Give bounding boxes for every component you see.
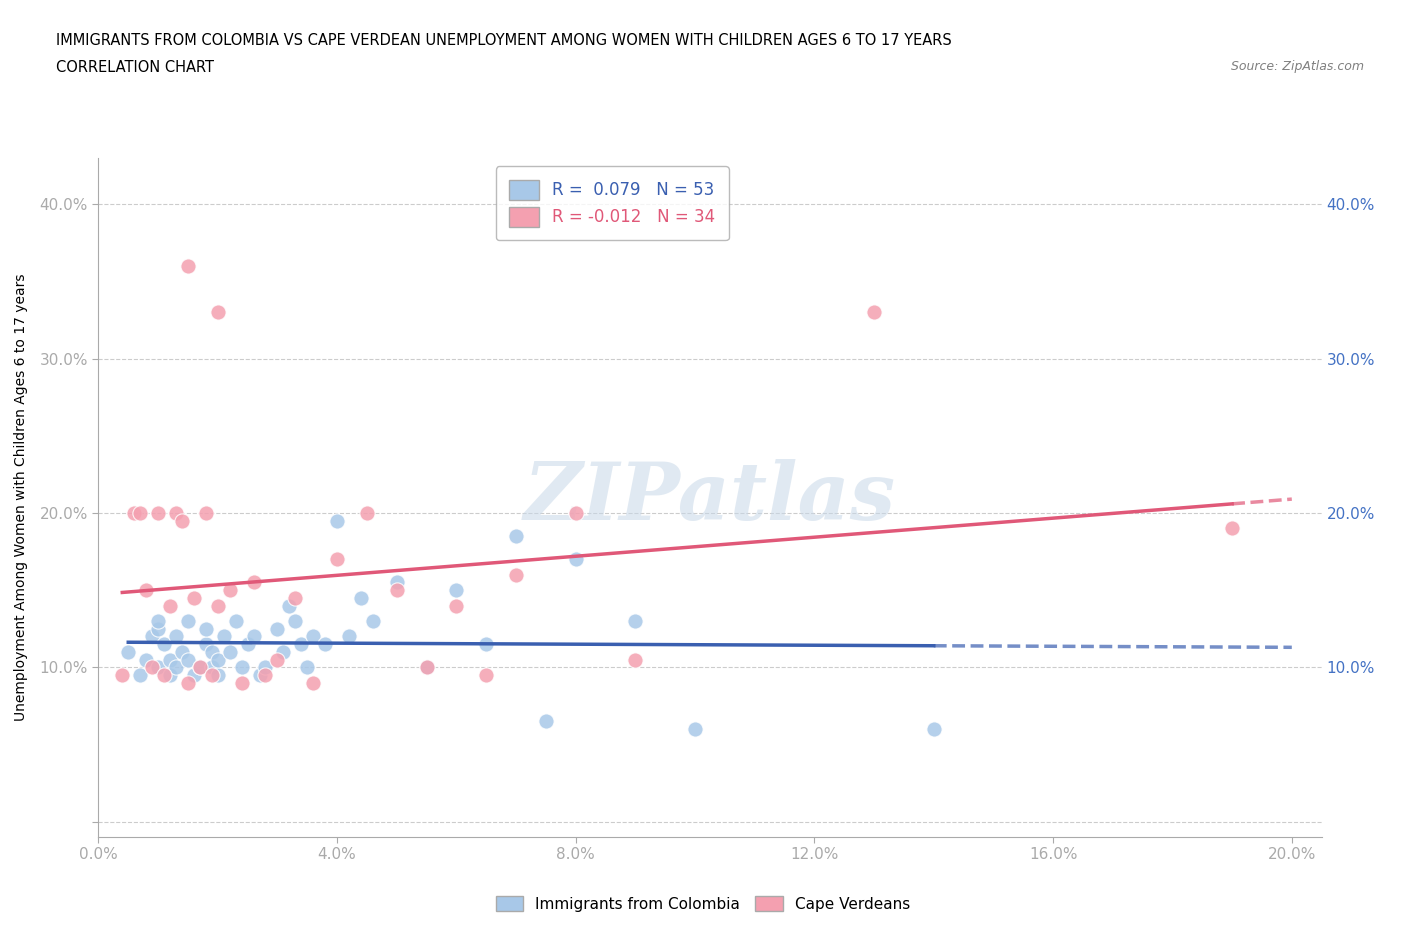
Point xyxy=(201,668,224,683)
Point xyxy=(207,305,229,320)
Point xyxy=(194,621,217,636)
Point xyxy=(254,668,277,683)
Point xyxy=(207,598,229,613)
Point xyxy=(177,675,200,690)
Point xyxy=(356,506,378,521)
Point xyxy=(201,644,224,659)
Point xyxy=(141,660,163,675)
Point xyxy=(194,506,217,521)
Point xyxy=(183,591,205,605)
Point xyxy=(446,598,468,613)
Point xyxy=(165,660,187,675)
Point xyxy=(385,575,408,590)
Point xyxy=(683,722,706,737)
Point xyxy=(302,675,325,690)
Point xyxy=(565,506,588,521)
Point xyxy=(188,660,211,675)
Text: Source: ZipAtlas.com: Source: ZipAtlas.com xyxy=(1230,60,1364,73)
Point xyxy=(284,614,307,629)
Point xyxy=(242,575,264,590)
Point xyxy=(446,583,468,598)
Text: IMMIGRANTS FROM COLOMBIA VS CAPE VERDEAN UNEMPLOYMENT AMONG WOMEN WITH CHILDREN : IMMIGRANTS FROM COLOMBIA VS CAPE VERDEAN… xyxy=(56,33,952,47)
Point xyxy=(505,528,527,543)
Point xyxy=(624,614,647,629)
Point xyxy=(350,591,373,605)
Point xyxy=(117,644,139,659)
Point xyxy=(177,652,200,667)
Y-axis label: Unemployment Among Women with Children Ages 6 to 17 years: Unemployment Among Women with Children A… xyxy=(14,273,28,722)
Point xyxy=(170,513,193,528)
Point xyxy=(188,660,211,675)
Point xyxy=(165,506,187,521)
Point xyxy=(165,629,187,644)
Point xyxy=(212,629,235,644)
Point xyxy=(207,668,229,683)
Point xyxy=(135,652,157,667)
Point xyxy=(475,668,498,683)
Point xyxy=(290,637,312,652)
Point xyxy=(565,551,588,566)
Point xyxy=(183,668,205,683)
Point xyxy=(225,614,247,629)
Point xyxy=(302,629,325,644)
Point xyxy=(159,668,181,683)
Point xyxy=(231,675,253,690)
Text: ZIPatlas: ZIPatlas xyxy=(524,458,896,537)
Point xyxy=(922,722,945,737)
Point xyxy=(159,598,181,613)
Point xyxy=(505,567,527,582)
Point xyxy=(361,614,384,629)
Point xyxy=(122,506,145,521)
Point xyxy=(135,583,157,598)
Point xyxy=(146,660,169,675)
Point xyxy=(146,506,169,521)
Point xyxy=(141,629,163,644)
Point xyxy=(159,652,181,667)
Point xyxy=(415,660,437,675)
Point xyxy=(863,305,886,320)
Point xyxy=(236,637,259,652)
Point xyxy=(146,614,169,629)
Point xyxy=(326,551,349,566)
Point xyxy=(266,621,288,636)
Point xyxy=(266,652,288,667)
Point xyxy=(129,668,152,683)
Point xyxy=(278,598,301,613)
Point xyxy=(297,660,319,675)
Point xyxy=(314,637,336,652)
Point xyxy=(194,637,217,652)
Point xyxy=(415,660,437,675)
Point xyxy=(177,259,200,273)
Point xyxy=(337,629,360,644)
Point xyxy=(129,506,152,521)
Text: CORRELATION CHART: CORRELATION CHART xyxy=(56,60,214,75)
Point xyxy=(153,668,176,683)
Legend: R =  0.079   N = 53, R = -0.012   N = 34: R = 0.079 N = 53, R = -0.012 N = 34 xyxy=(495,166,728,241)
Point xyxy=(218,583,240,598)
Point xyxy=(249,668,271,683)
Point xyxy=(170,644,193,659)
Point xyxy=(231,660,253,675)
Point xyxy=(111,668,134,683)
Point xyxy=(153,637,176,652)
Point xyxy=(284,591,307,605)
Point xyxy=(326,513,349,528)
Point xyxy=(201,660,224,675)
Point xyxy=(475,637,498,652)
Point xyxy=(273,644,295,659)
Point xyxy=(207,652,229,667)
Point xyxy=(534,714,557,729)
Point xyxy=(218,644,240,659)
Point xyxy=(254,660,277,675)
Legend: Immigrants from Colombia, Cape Verdeans: Immigrants from Colombia, Cape Verdeans xyxy=(489,889,917,918)
Point xyxy=(624,652,647,667)
Point xyxy=(385,583,408,598)
Point xyxy=(146,621,169,636)
Point xyxy=(1220,521,1243,536)
Point xyxy=(177,614,200,629)
Point xyxy=(242,629,264,644)
